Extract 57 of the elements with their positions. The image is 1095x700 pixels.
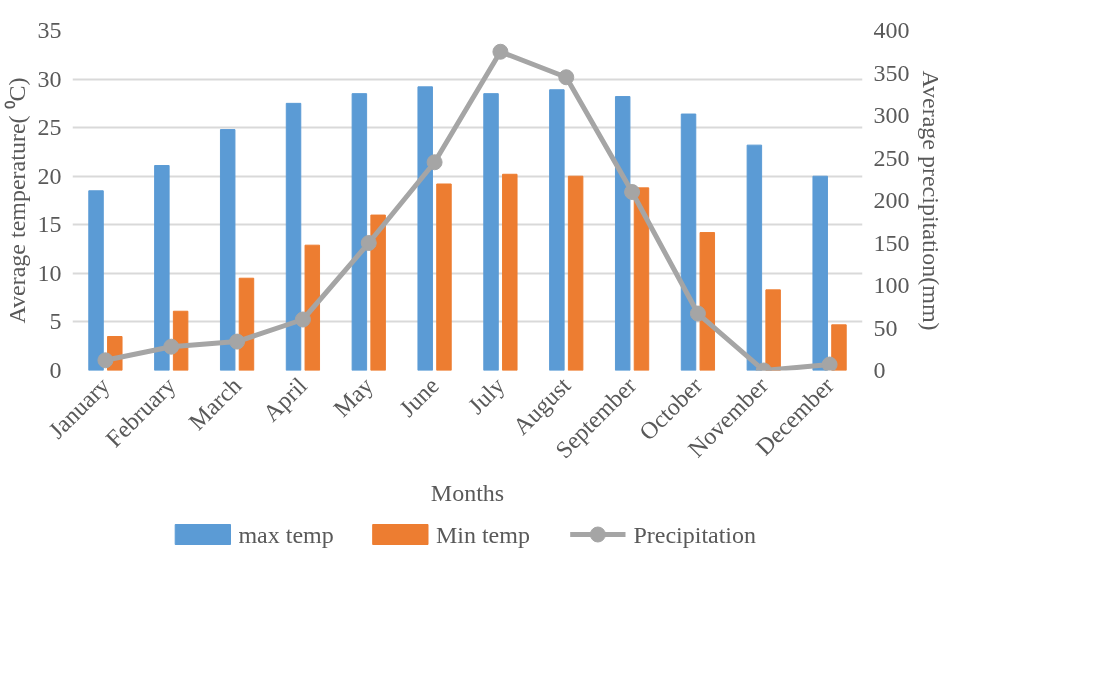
point: [294, 311, 311, 328]
point: [163, 338, 180, 355]
y2-axis-title: Average precipitation(mm): [917, 70, 944, 331]
bar: [614, 96, 631, 371]
point: [624, 184, 641, 200]
point: [426, 154, 443, 171]
point: [97, 352, 114, 369]
bar: [351, 93, 368, 371]
bar: [502, 173, 518, 371]
x-axis-title: Months: [430, 480, 505, 507]
y2-tick-label: 0: [873, 357, 886, 383]
bar: [812, 175, 828, 371]
point: [492, 43, 509, 60]
bar: [483, 93, 499, 371]
bar: [219, 129, 236, 371]
bar: [370, 214, 386, 371]
y-tick-label: 0: [49, 357, 62, 383]
bar: [154, 165, 170, 371]
point: [558, 69, 575, 86]
point: [229, 333, 246, 350]
x-tick-label: June: [394, 372, 444, 422]
bar: [436, 183, 452, 371]
x-tick-label: July: [462, 372, 510, 419]
bar: [304, 244, 321, 371]
y2-tick-label: 350: [873, 59, 910, 86]
y2-tick-label: 200: [873, 187, 910, 213]
y2-tick-label: 250: [873, 144, 910, 171]
x-tick-label: May: [328, 372, 378, 422]
bar: [699, 232, 716, 371]
bar: [88, 190, 104, 371]
point: [689, 305, 706, 322]
bar: [417, 86, 433, 371]
y-tick-label: 20: [37, 162, 62, 189]
y2-tick-label: 300: [873, 102, 910, 128]
y2-tick-label: 150: [873, 229, 910, 256]
point: [360, 235, 377, 251]
legend-label: max temp: [238, 521, 334, 548]
point: [821, 356, 838, 371]
y-tick-label: 30: [37, 65, 62, 92]
y-tick-label: 15: [37, 211, 62, 238]
bar: [285, 102, 302, 371]
y-tick-label: 10: [37, 259, 62, 286]
y-tick-label: 5: [49, 308, 62, 335]
y2-tick-label: 100: [873, 272, 910, 298]
bar: [567, 175, 584, 371]
legend-label: Min temp: [435, 521, 530, 548]
y-tick-label: 35: [37, 17, 62, 43]
y2-tick-label: 50: [873, 314, 898, 341]
legend-label: Precipitation: [633, 521, 757, 548]
bar: [633, 187, 650, 371]
y-axis-title: Average temperature( ⁰C): [3, 77, 30, 324]
y2-tick-label: 400: [873, 17, 910, 43]
bar: [680, 113, 697, 371]
y-tick-label: 25: [37, 114, 62, 141]
bar: [746, 144, 763, 371]
bar: [549, 89, 565, 371]
bar: [831, 324, 847, 371]
